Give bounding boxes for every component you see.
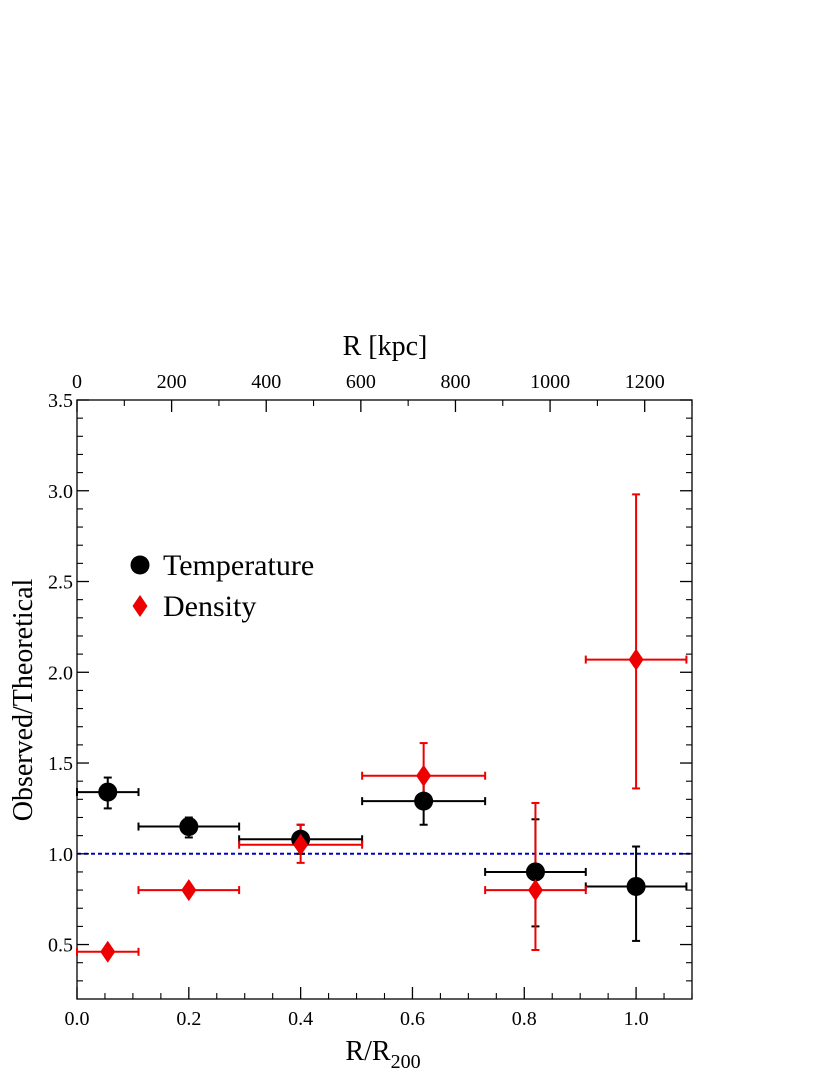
x-tick-label: 0.4 [288,1008,313,1030]
density-point [181,879,197,902]
legend-temperature-label: Temperature [163,549,314,582]
plot-frame [76,399,693,1000]
y-axis-title: Observed/Theoretical [8,579,39,822]
x-tick-label: 0.2 [176,1008,201,1030]
temperature-point [525,862,545,882]
top-tick-label: 800 [440,371,470,393]
density-point [293,833,309,856]
density-point [100,940,116,963]
markers-layer [98,648,646,963]
x-tick-label: 0.6 [400,1008,425,1030]
top-tick-label: 1000 [530,371,570,393]
x-axis-title: R/R200 [345,1036,420,1073]
ticks-layer [76,399,693,999]
top-tick-label: 600 [346,371,376,393]
x-tick-label: 1.0 [624,1008,649,1030]
y-tick-label: 2.0 [48,662,73,684]
legend-temperature-marker [130,555,150,575]
temperature-point [626,876,646,896]
y-tick-label: 0.5 [48,935,73,957]
x-axis-title-subscript: 200 [391,1051,421,1073]
y-tick-label: 1.5 [48,753,73,775]
temperature-point [98,782,118,802]
top-tick-label: 400 [251,371,281,393]
y-tick-label: 3.5 [48,390,73,412]
legend-density-label: Density [163,590,256,623]
density-point [628,648,644,671]
plot-frame-layer [76,399,693,1000]
x-tick-label: 0.8 [512,1008,537,1030]
temperature-point [414,791,434,811]
density-point [416,764,432,787]
top-axis-title: R [kpc] [343,331,428,362]
top-tick-label: 200 [157,371,187,393]
temperature-point [179,817,199,837]
tick-labels-layer: 0.0 0.2 0.4 0.6 0.8 1.0 0 200 400 600 800 1000 1200 0… [48,371,665,1030]
density-point [527,879,543,902]
top-tick-label: 0 [72,371,82,393]
x-tick-label: 0.0 [65,1008,90,1030]
legend: Temperature Density [130,549,314,623]
y-tick-label: 1.0 [48,844,73,866]
y-tick-label: 2.5 [48,572,73,594]
legend-density-marker [132,595,148,617]
top-tick-label: 1200 [625,371,665,393]
y-tick-label: 3.0 [48,481,73,503]
